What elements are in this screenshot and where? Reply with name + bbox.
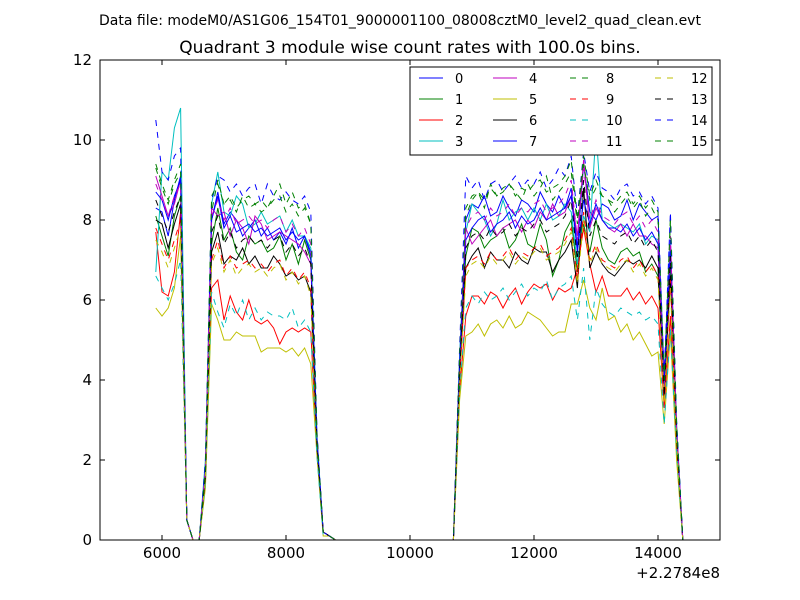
legend-label-11: 11 bbox=[606, 135, 623, 150]
x-tick-label: 14000 bbox=[634, 544, 682, 562]
legend-frame bbox=[409, 66, 713, 156]
series-line-6 bbox=[155, 187, 689, 541]
series-line-12 bbox=[155, 219, 689, 541]
legend-label-1: 1 bbox=[455, 93, 463, 108]
y-tick-label: 8 bbox=[82, 211, 92, 229]
legend-label-12: 12 bbox=[691, 72, 708, 87]
series-line-13 bbox=[155, 179, 689, 541]
y-tick-label: 2 bbox=[82, 451, 92, 469]
legend-label-8: 8 bbox=[606, 72, 614, 87]
series-line-5 bbox=[155, 235, 689, 541]
legend-label-3: 3 bbox=[455, 135, 463, 150]
series-line-10 bbox=[155, 259, 689, 541]
series-line-14 bbox=[155, 119, 689, 541]
legend-label-9: 9 bbox=[606, 93, 614, 108]
legend-label-5: 5 bbox=[529, 93, 537, 108]
legend-label-14: 14 bbox=[691, 114, 708, 129]
legend-label-15: 15 bbox=[691, 135, 708, 150]
y-tick-label: 12 bbox=[73, 51, 92, 69]
x-offset-label: +2.2784e8 bbox=[636, 564, 720, 582]
legend-label-0: 0 bbox=[455, 72, 463, 87]
x-tick-label: 8000 bbox=[267, 544, 305, 562]
y-tick-label: 0 bbox=[82, 531, 92, 549]
series-line-15 bbox=[155, 155, 689, 541]
series-layer bbox=[155, 107, 689, 541]
legend-label-13: 13 bbox=[691, 93, 708, 108]
series-line-11 bbox=[155, 167, 689, 541]
y-tick-label: 10 bbox=[73, 131, 92, 149]
series-line-8 bbox=[155, 163, 689, 541]
x-tick-label: 6000 bbox=[143, 544, 181, 562]
legend-label-10: 10 bbox=[606, 114, 623, 129]
series-line-7 bbox=[155, 179, 689, 541]
legend-label-2: 2 bbox=[455, 114, 463, 129]
legend-label-6: 6 bbox=[529, 114, 537, 129]
y-tick-label: 4 bbox=[82, 371, 92, 389]
legend-label-7: 7 bbox=[529, 135, 537, 150]
x-tick-label: 12000 bbox=[510, 544, 558, 562]
chart-suptitle: Data file: modeM0/AS1G06_154T01_90000011… bbox=[99, 13, 701, 29]
legend-label-4: 4 bbox=[529, 72, 537, 87]
series-line-3 bbox=[155, 107, 689, 541]
x-tick-label: 10000 bbox=[386, 544, 434, 562]
y-tick-label: 6 bbox=[82, 291, 92, 309]
chart-title: Quadrant 3 module wise count rates with … bbox=[179, 38, 640, 58]
